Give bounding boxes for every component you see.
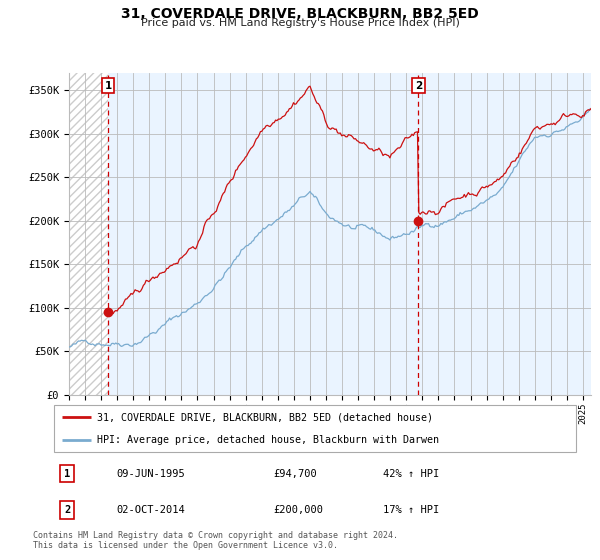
Text: Price paid vs. HM Land Registry's House Price Index (HPI): Price paid vs. HM Land Registry's House … xyxy=(140,18,460,29)
Text: 1: 1 xyxy=(64,469,70,479)
Text: 02-OCT-2014: 02-OCT-2014 xyxy=(116,505,185,515)
Text: 09-JUN-1995: 09-JUN-1995 xyxy=(116,469,185,479)
Text: 17% ↑ HPI: 17% ↑ HPI xyxy=(383,505,439,515)
FancyBboxPatch shape xyxy=(54,405,576,452)
Bar xyxy=(69,73,108,395)
Text: 1: 1 xyxy=(104,81,112,91)
Bar xyxy=(108,73,591,395)
Text: £94,700: £94,700 xyxy=(273,469,317,479)
Text: 2: 2 xyxy=(64,505,70,515)
Text: HPI: Average price, detached house, Blackburn with Darwen: HPI: Average price, detached house, Blac… xyxy=(97,435,439,445)
Text: Contains HM Land Registry data © Crown copyright and database right 2024.
This d: Contains HM Land Registry data © Crown c… xyxy=(33,531,398,550)
Text: 42% ↑ HPI: 42% ↑ HPI xyxy=(383,469,439,479)
Text: 31, COVERDALE DRIVE, BLACKBURN, BB2 5ED: 31, COVERDALE DRIVE, BLACKBURN, BB2 5ED xyxy=(121,7,479,21)
Text: £200,000: £200,000 xyxy=(273,505,323,515)
Text: 31, COVERDALE DRIVE, BLACKBURN, BB2 5ED (detached house): 31, COVERDALE DRIVE, BLACKBURN, BB2 5ED … xyxy=(97,412,433,422)
Text: 2: 2 xyxy=(415,81,422,91)
